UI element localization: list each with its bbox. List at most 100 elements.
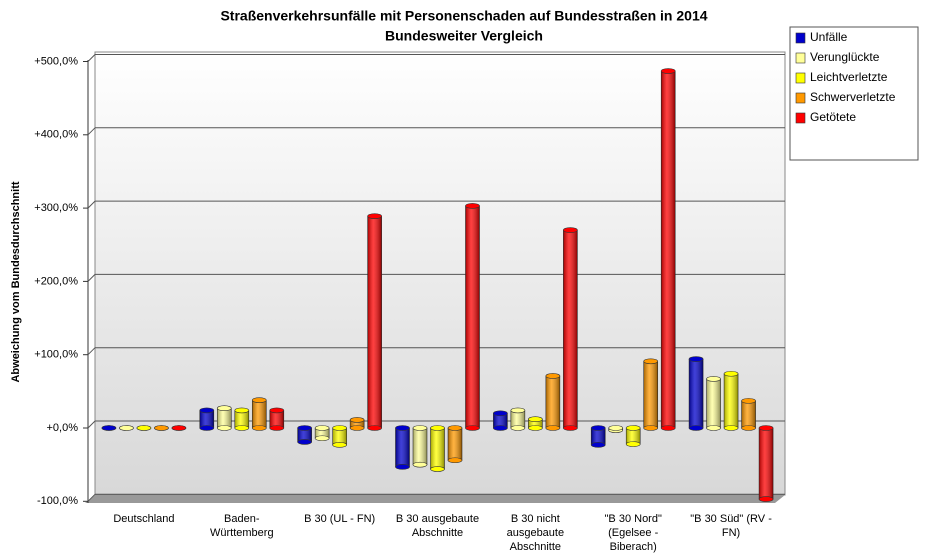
bar-shade (563, 230, 578, 428)
bar-shade (199, 410, 214, 428)
legend-swatch (795, 112, 806, 124)
bar-shade (643, 361, 658, 428)
bar-cap (510, 407, 526, 414)
bar-base (643, 425, 659, 431)
chart-subtitle: Bundesweiter Vergleich (385, 28, 543, 44)
bar-cap (332, 425, 347, 431)
bar-base (545, 425, 561, 431)
bar-cap (723, 370, 739, 377)
bar-base (465, 425, 480, 431)
bar-shade (315, 428, 330, 439)
y-tick-label: +200,0% (34, 275, 78, 287)
bar-base (349, 425, 365, 431)
bar-base (660, 425, 676, 431)
legend-label: Getötete (810, 110, 856, 124)
bar-cap (660, 68, 676, 74)
bar-shade (297, 428, 312, 442)
plot-floor (85, 495, 785, 503)
bar-cap (297, 425, 312, 431)
bar-cap (465, 203, 480, 209)
bar-cap (119, 425, 134, 431)
legend-box (789, 26, 919, 161)
bar-cap (367, 213, 382, 219)
bar-cap (251, 397, 267, 403)
bar-base (367, 425, 382, 431)
bar-cap (136, 425, 152, 431)
y-axis-label: Abweichung vom Bundesdurchschnitt (10, 181, 22, 382)
grid-line (87, 493, 96, 502)
y-tick-label: +100,0% (34, 349, 78, 361)
bar-base (741, 425, 756, 431)
bar-base (688, 425, 704, 431)
legend-label: Unfälle (810, 30, 848, 44)
bar-base (447, 457, 463, 464)
bar-shade (395, 428, 410, 467)
bar-base (314, 435, 330, 442)
bar-cap (706, 376, 721, 382)
y-tick-label: +400,0% (34, 129, 78, 141)
bar-shade (234, 410, 249, 428)
bar-shade (465, 205, 480, 428)
bar-shade (626, 428, 641, 445)
bar-shade (493, 413, 508, 428)
bar-base (590, 442, 606, 448)
y-tick-label: +300,0% (34, 202, 78, 214)
bar-cap (741, 398, 756, 404)
bar-cap (349, 417, 365, 423)
bar-cap (269, 407, 285, 414)
grid-line (87, 54, 96, 62)
x-tick-label: Baden- Württemberg (209, 513, 274, 539)
bar-shade (332, 428, 347, 445)
legend-swatch (795, 72, 806, 84)
bar-shade (689, 359, 704, 428)
bar-shade (430, 428, 445, 470)
grid-line (87, 127, 96, 136)
y-tick-label: +0,0% (47, 422, 79, 434)
bar-cap (430, 425, 445, 431)
bar-cap (493, 410, 508, 417)
legend-label: Schwerverletzte (810, 90, 896, 104)
x-tick-label: Deutschland (113, 513, 175, 525)
bar-shade (448, 428, 462, 461)
bar-cap (643, 358, 659, 365)
x-tick-label: B 30 ausgebaute Abschnitte (395, 513, 480, 539)
x-tick-label: B 30 nicht ausgebaute Abschnitte (506, 513, 565, 553)
x-tick-label: "B 30 Nord" (Egelsee - Biberach) (604, 513, 662, 553)
bar-base (706, 425, 721, 431)
bar-cap (234, 407, 250, 414)
bar-shade (413, 428, 427, 465)
bar-cap (545, 373, 561, 379)
y-tick-label: +500,0% (34, 55, 78, 67)
bar-shade (252, 400, 267, 428)
legend-label: Verunglückte (810, 50, 880, 64)
bar-cap (528, 416, 543, 423)
bar-cap (199, 407, 215, 414)
bar-base (234, 425, 250, 431)
bar-base (528, 425, 543, 431)
bar-base (216, 425, 232, 431)
bar-shade (350, 419, 365, 428)
bar-shade (591, 428, 606, 445)
bar-shade (759, 428, 774, 500)
grid-line (87, 347, 96, 356)
bar-base (269, 425, 285, 431)
bar-cap (590, 425, 606, 431)
chart-title: Straßenverkehrsunfälle mit Personenschad… (220, 8, 707, 24)
bar-base (297, 439, 312, 445)
bar-shade (217, 408, 232, 428)
x-tick-label: B 30 (UL - FN) (304, 513, 376, 525)
legend-swatch (795, 32, 806, 44)
bar-cap (314, 425, 330, 431)
legend-label: Leichtverletzte (810, 70, 888, 84)
bar-base (395, 464, 410, 470)
x-tick-label: "B 30 Süd" (RV - FN) (690, 513, 772, 539)
bar-base (563, 425, 578, 431)
bar-cap (563, 227, 578, 233)
bar-cap (171, 425, 187, 431)
legend-swatch (795, 92, 806, 104)
bar-cap (154, 425, 169, 431)
bar-cap (101, 425, 117, 431)
grid-line (87, 420, 96, 429)
